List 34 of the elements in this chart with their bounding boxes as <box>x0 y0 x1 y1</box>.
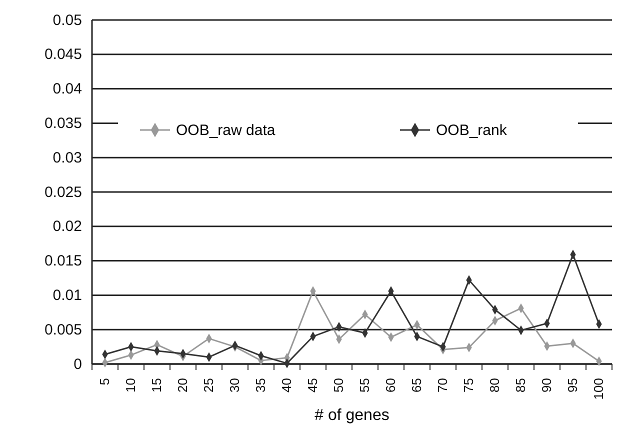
x-tick-label: 75 <box>461 378 476 392</box>
legend-label: OOB_rank <box>436 122 508 139</box>
y-tick-label: 0.02 <box>52 218 82 236</box>
x-tick-label: 20 <box>175 378 190 392</box>
x-tick-label: 60 <box>383 378 398 392</box>
x-tick-label: 25 <box>201 378 216 392</box>
x-tick-label: 45 <box>305 378 320 392</box>
y-tick-label: 0.045 <box>44 46 82 64</box>
x-tick-label: 40 <box>279 378 294 392</box>
x-tick-label: 5 <box>97 378 112 386</box>
x-tick-label: 10 <box>123 378 138 392</box>
y-tick-label: 0.005 <box>44 321 82 338</box>
x-axis-title: # of genes <box>314 407 390 424</box>
y-tick-label: 0.035 <box>44 115 82 132</box>
x-tick-label: 55 <box>357 378 372 392</box>
x-tick-label: 100 <box>591 378 606 400</box>
y-tick-label: 0.025 <box>44 184 82 201</box>
y-tick-label: 0 <box>74 356 82 373</box>
x-tick-label: 70 <box>435 378 450 392</box>
x-tick-label: 90 <box>539 378 554 392</box>
y-tick-label: 0.04 <box>52 80 82 98</box>
x-tick-label: 50 <box>331 378 346 392</box>
y-tick-label: 0.03 <box>52 149 82 166</box>
x-tick-label: 80 <box>487 378 502 392</box>
x-tick-label: 95 <box>565 378 580 392</box>
x-tick-label: 30 <box>227 378 242 392</box>
y-tick-label: 0.015 <box>44 252 82 270</box>
y-tick-label: 0.05 <box>52 12 82 29</box>
x-tick-label: 85 <box>513 378 528 392</box>
x-tick-label: 15 <box>149 378 164 392</box>
x-tick-label: 35 <box>253 378 268 392</box>
y-tick-label: 0.01 <box>52 287 82 304</box>
legend-label: OOB_raw data <box>176 122 276 139</box>
x-tick-label: 65 <box>409 378 424 392</box>
